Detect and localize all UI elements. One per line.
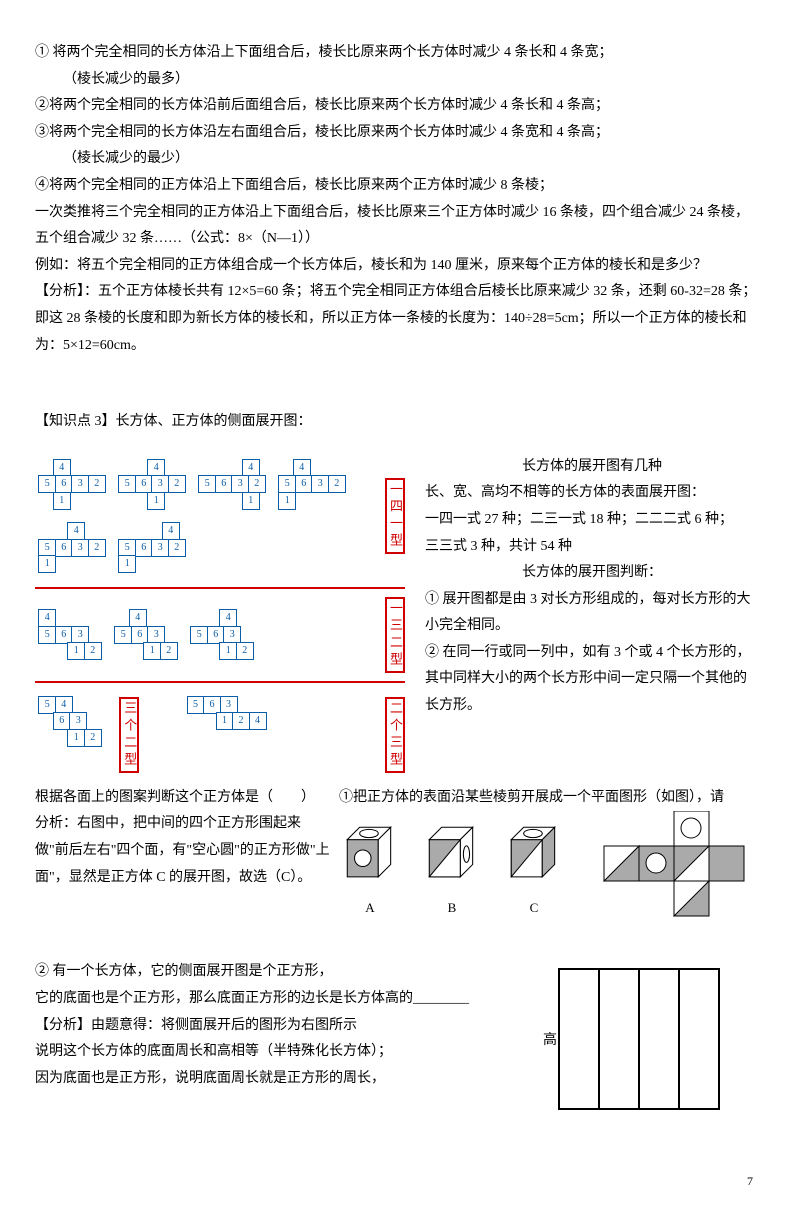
analysis-1: 【分析】：五个正方体棱长共有 12×5=60 条；将五个完全相同正方体组合后棱长…: [35, 279, 759, 359]
item-2: ②将两个完全相同的长方体沿前后面组合后，棱长比原来两个长方体时减少 4 条长和 …: [35, 93, 759, 120]
right-6: ② 在同一行或同一列中，如有 3 个或 4 个长方形的，其中同样大小的两个长方形…: [425, 640, 759, 720]
cube-options: A B: [339, 819, 565, 920]
q2-e: 因为底面也是正方形，说明底面周长就是正方形的周长，: [35, 1066, 523, 1093]
cube-a-icon: [339, 819, 401, 881]
q2-c: 【分析】由题意得：将侧面展开后的图形为右图所示: [35, 1013, 523, 1040]
q2-b: 它的底面也是个正方形，那么底面正方形的边长是长方体高的________: [35, 986, 523, 1013]
question-2: ② 有一个长方体，它的侧面展开图是个正方形， 它的底面也是个正方形，那么底面正方…: [35, 959, 759, 1130]
net-group-132: 456312 456312 456312: [35, 604, 385, 666]
page-number: 7: [35, 1170, 759, 1193]
cube-c-icon: [503, 819, 565, 881]
height-label: 高: [543, 1031, 557, 1048]
knowledge-point-3: 【知识点 3】长方体、正方体的侧面展开图：: [35, 409, 759, 436]
item-1-note: （棱长减少的最多）: [35, 67, 759, 94]
label-23: 二个三型: [385, 697, 405, 773]
right-title: 长方体的展开图有几种: [425, 454, 759, 481]
right-4: 长方体的展开图判断：: [425, 560, 759, 587]
question-1: 根据各面上的图案判断这个正方体是（ ） 分析：右图中，把中间的四个正方形围起来做…: [35, 785, 759, 942]
divider-2: [35, 681, 405, 683]
example: 例如：将五个完全相同的正方体组合成一个长方体后，棱长和为 140 厘米，原来每个…: [35, 253, 759, 280]
label-32: 三个二型: [119, 697, 139, 773]
q2-a: ② 有一个长方体，它的侧面展开图是个正方形，: [35, 959, 523, 986]
label-132: 一三二型: [385, 597, 405, 673]
label-141: 一四一型: [385, 478, 405, 554]
lateral-unfold-icon: 高: [539, 959, 739, 1119]
q2-d: 说明这个长方体的底面周长和高相等（半特殊化长方体）；: [35, 1039, 523, 1066]
q1-line-a: ①把正方体的表面沿某些棱剪开展成一个平面图形（如图），请: [339, 785, 759, 812]
label-c: C: [503, 896, 565, 921]
divider-1: [35, 587, 405, 589]
label-b: B: [421, 896, 483, 921]
right-3: 三三式 3 种，共计 54 种: [425, 534, 759, 561]
q1-line-c: 分析：右图中，把中间的四个正方形围起来做"前后左右"四个面，有"空心圆"的正方形…: [35, 811, 331, 891]
right-5: ① 展开图都是由 3 对长方形组成的，每对长方形的大小完全相同。: [425, 587, 759, 640]
right-1: 长、宽、高均不相等的长方体的表面展开图：: [425, 480, 759, 507]
item-1: ① 将两个完全相同的长方体沿上下面组合后，棱长比原来两个长方体时减少 4 条长和…: [35, 40, 759, 67]
net-group-33: 546312 三个二型 563124: [35, 691, 385, 779]
label-a: A: [339, 896, 401, 921]
cube-b-icon: [421, 819, 483, 881]
right-2: 一四一式 27 种；二三一式 18 种；二二二式 6 种；: [425, 507, 759, 534]
nets-text: 长方体的展开图有几种 长、宽、高均不相等的长方体的表面展开图： 一四一式 27 …: [425, 454, 759, 720]
item-3: ③将两个完全相同的长方体沿左右面组合后，棱长比原来两个长方体时减少 4 条宽和 …: [35, 120, 759, 147]
item-3-note: （棱长减少的最少）: [35, 146, 759, 173]
nets-diagrams: 456321 456321 456321 456321 456321 45632…: [35, 454, 405, 779]
q1-line-b: 根据各面上的图案判断这个正方体是（ ）: [35, 785, 331, 812]
nets-section: 456321 456321 456321 456321 456321 45632…: [35, 454, 759, 779]
net-group-141: 456321 456321 456321 456321 456321 45632…: [35, 454, 385, 579]
unfold-net-icon: [579, 811, 759, 941]
item-4: ④将两个完全相同的正方体沿上下面组合后，棱长比原来两个正方体时减少 8 条棱；: [35, 173, 759, 200]
item-5: 一次类推将三个完全相同的正方体沿上下面组合后，棱长比原来三个正方体时减少 16 …: [35, 200, 759, 253]
